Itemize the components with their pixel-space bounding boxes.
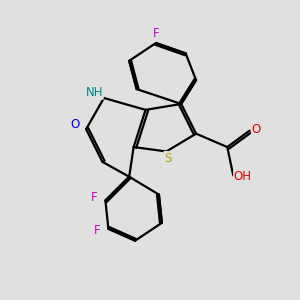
Text: F: F xyxy=(153,27,159,40)
Text: OH: OH xyxy=(234,170,252,183)
Text: O: O xyxy=(251,123,261,136)
Text: F: F xyxy=(91,191,98,204)
Text: S: S xyxy=(164,152,172,164)
Text: NH: NH xyxy=(86,86,103,99)
Text: O: O xyxy=(70,118,80,131)
Text: F: F xyxy=(94,224,101,237)
